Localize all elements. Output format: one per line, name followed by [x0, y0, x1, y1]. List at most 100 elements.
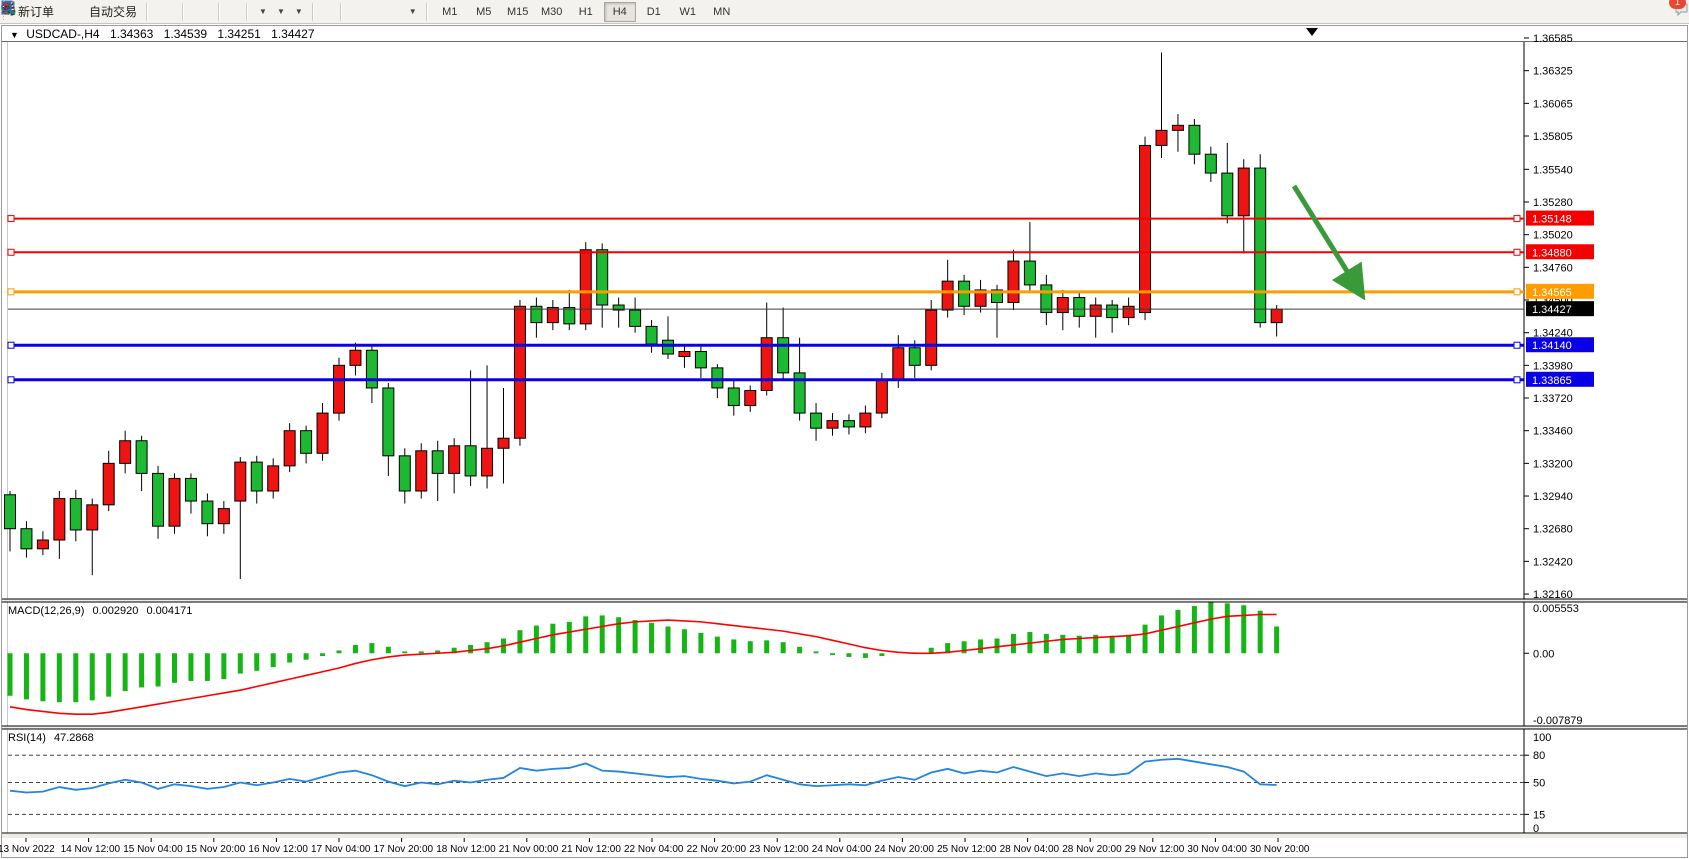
macd-label: MACD(12,26,9) 0.002920 0.004171: [8, 605, 193, 617]
candle-bullish: [333, 364, 345, 414]
time-axis-label: 28 Nov 04:00: [1000, 844, 1060, 855]
candle-bearish: [662, 339, 674, 355]
candle-bullish: [1056, 296, 1069, 314]
price-tick-label: 1.33460: [1533, 426, 1573, 438]
chart-title-bar[interactable]: ▼ USDCAD-,H4 1.34363 1.34539 1.34251 1.3…: [10, 27, 315, 41]
price-tick-label: 1.35805: [1533, 131, 1573, 143]
candle-bearish: [530, 305, 543, 324]
candle-bullish: [760, 337, 773, 391]
candle-bullish: [1171, 124, 1184, 131]
price-tick-label: 1.35540: [1533, 164, 1573, 176]
candle-bullish: [678, 351, 691, 358]
candle-bearish: [563, 307, 576, 325]
timeframe-d1-button[interactable]: D1: [646, 5, 661, 18]
pivot-line-price-badge: [1526, 283, 1594, 299]
price-tick-label: 1.33980: [1533, 360, 1573, 372]
time-axis-label: 29 Nov 12:00: [1125, 844, 1185, 855]
candle-bearish: [958, 280, 971, 307]
splitter-main-macd[interactable]: [2, 599, 1687, 602]
candle-bearish: [991, 289, 1003, 304]
timeframe-m30-button[interactable]: M30: [541, 5, 563, 18]
rsi-axis-label: 50: [1533, 778, 1545, 790]
support-line-1-anchor[interactable]: [7, 341, 15, 349]
time-axis-label: 21 Nov 12:00: [561, 844, 621, 855]
candles-layer: [4, 52, 1283, 579]
time-axis[interactable]: 13 Nov 2022 14 Nov 12:0015 Nov 04:0015 No…: [0, 838, 1310, 855]
price-tick-label: 1.34760: [1533, 262, 1573, 274]
pivot-line-anchor[interactable]: [7, 288, 15, 296]
chevron-down-icon[interactable]: ▼: [294, 7, 303, 16]
candle-bearish: [300, 430, 313, 454]
chevron-down-icon[interactable]: ▼: [408, 7, 417, 16]
candle-bullish: [892, 347, 905, 381]
timeframe-m1-button[interactable]: M1: [442, 5, 458, 18]
candle-bullish: [974, 289, 987, 307]
svg-text:1.35148: 1.35148: [1532, 214, 1572, 226]
time-axis-label: 28 Nov 20:00: [1062, 844, 1122, 855]
rsi-axis-label: 100: [1533, 732, 1551, 744]
search-button[interactable]: [1, 0, 1667, 24]
candle-bearish: [1040, 284, 1053, 314]
svg-text:1.34565: 1.34565: [1532, 287, 1572, 299]
ohlc-high: 1.34539: [163, 27, 208, 41]
chevron-down-icon[interactable]: ▼: [276, 7, 285, 16]
candle-bullish: [102, 462, 115, 506]
candle-bullish: [283, 430, 296, 467]
splitter-macd-rsi[interactable]: [2, 726, 1687, 729]
chart-shift-marker[interactable]: [1306, 28, 1318, 36]
candle-bullish: [1270, 308, 1283, 324]
resistance-line-2-price-badge: [1526, 244, 1594, 260]
candle-bullish: [497, 437, 510, 449]
timeframe-m5-button[interactable]: M5: [476, 5, 492, 18]
price-tick-label: 1.32160: [1533, 589, 1573, 601]
candle-bearish: [645, 325, 658, 345]
window-frame: [1, 25, 1688, 858]
time-axis-label: 22 Nov 20:00: [687, 844, 747, 855]
toolbar-separator: [425, 2, 428, 21]
candle-bearish: [1188, 124, 1201, 155]
rsi-panel: [8, 754, 1529, 815]
chart-dropdown-icon[interactable]: ▼: [10, 30, 19, 40]
toolbar-separator: [246, 2, 249, 21]
timeframe-h4-button[interactable]: H4: [603, 1, 636, 22]
notifications-button[interactable]: 1: [1669, 0, 1688, 24]
candle-bullish: [513, 305, 526, 439]
candle-bearish: [1023, 260, 1036, 286]
timeframe-h1-button[interactable]: H1: [578, 5, 593, 18]
svg-text:1.34880: 1.34880: [1532, 247, 1572, 259]
candle-bearish: [135, 440, 148, 474]
candle-bearish: [431, 450, 444, 474]
time-axis-scale[interactable]: [2, 838, 1687, 858]
trend-arrow-annotation[interactable]: [1291, 184, 1366, 301]
autotrading-button-label: 自动交易: [89, 5, 138, 19]
time-axis-label: 24 Nov 20:00: [874, 844, 934, 855]
candle-bullish: [234, 461, 247, 502]
time-axis-label: 21 Nov 00:00: [499, 844, 559, 855]
candle-bullish: [1007, 260, 1020, 304]
candle-bullish: [481, 447, 494, 477]
chevron-down-icon[interactable]: ▼: [259, 7, 267, 16]
candle-bullish: [415, 450, 428, 492]
candle-bullish: [36, 539, 49, 550]
macd-axis-max: 0.005553: [1533, 603, 1579, 615]
timeframe-mn-button[interactable]: MN: [713, 5, 731, 18]
candle-bullish: [941, 280, 954, 311]
resistance-line-2-anchor[interactable]: [7, 248, 15, 256]
timeframe-w1-button[interactable]: W1: [679, 5, 696, 18]
candle-bullish: [925, 309, 938, 366]
support-line-2-anchor[interactable]: [7, 376, 15, 384]
timeframe-group: M1 M5 M15 M30 H1 H4 D1 W1 MN: [430, 0, 742, 24]
price-axis-scale[interactable]: [1524, 42, 1688, 833]
time-axis-label: 13 Nov 2022: [0, 844, 55, 855]
candle-bullish: [349, 349, 362, 366]
resistance-line-1-anchor[interactable]: [7, 215, 15, 223]
timeframe-m15-button[interactable]: M15: [507, 5, 529, 18]
candle-bearish: [596, 249, 609, 306]
candle-bullish: [448, 445, 461, 474]
time-axis-label: 22 Nov 04:00: [624, 844, 684, 855]
rsi-axis-label: 15: [1533, 809, 1545, 821]
text-button[interactable]: A: [4, 0, 395, 24]
candle-bullish: [1122, 305, 1135, 319]
